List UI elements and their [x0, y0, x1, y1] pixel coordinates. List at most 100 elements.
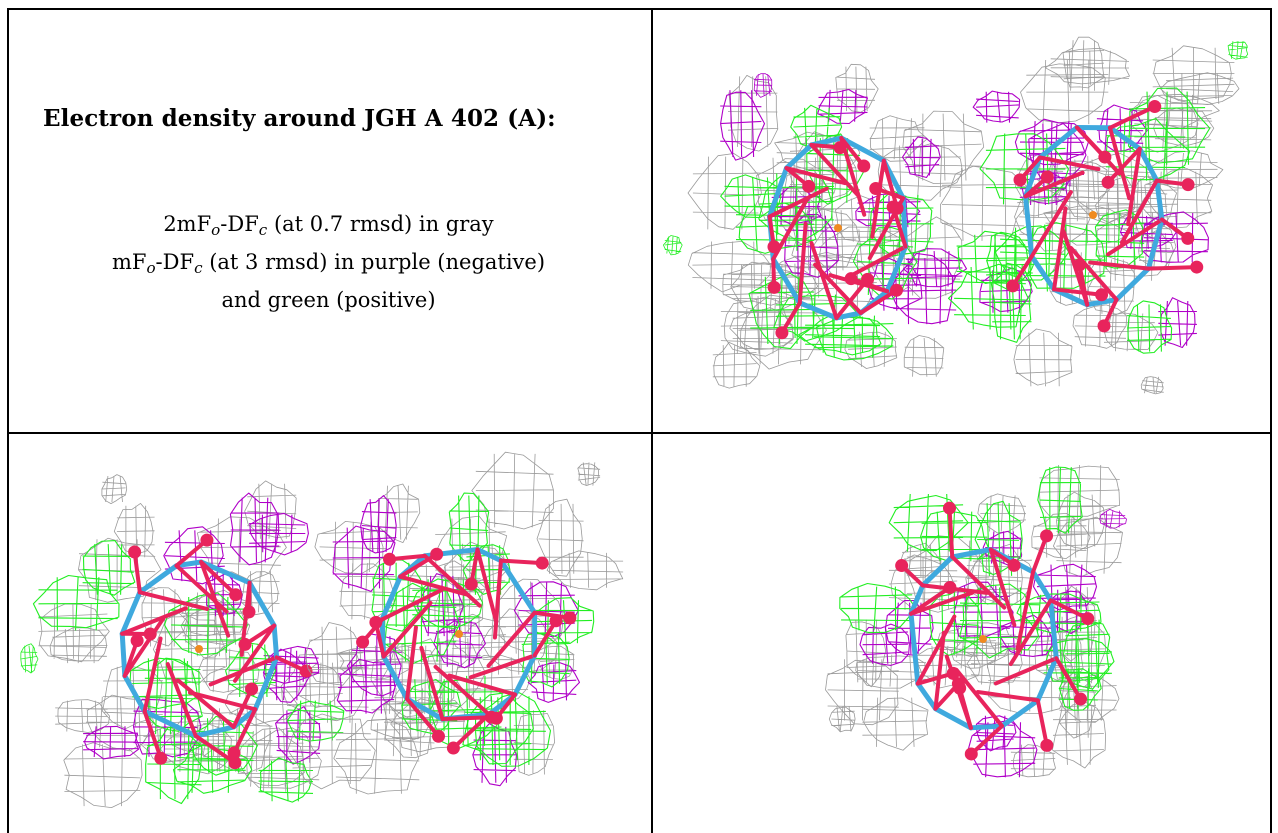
bottom-left-cluster-1-bond — [231, 686, 254, 729]
bottom-left-cluster-1-oxygen-atom — [228, 756, 242, 770]
bottom-left-cluster-2-mesh-2fofc — [377, 483, 421, 543]
bottom-right-cluster-mesh-positive — [1058, 668, 1102, 711]
top-right-cluster-2-bond — [1145, 217, 1165, 272]
bottom-left-cluster-1-mesh-2fofc — [49, 627, 107, 664]
top-right-cluster-2-bond — [1084, 297, 1119, 308]
top-right-cluster-1-bond — [809, 142, 861, 198]
bottom-right-cluster-bond — [1030, 569, 1054, 603]
top-right-cluster-1-oxygen-atom — [844, 272, 858, 286]
top-right-cluster-1-mesh-2fofc — [722, 261, 802, 306]
legend-2fofc: 2mFo-DFc (at 0.7 rmsd) in gray — [163, 212, 494, 239]
bottom-right-cluster-oxygen-atom — [1040, 529, 1054, 543]
bottom-right-cluster-bond — [909, 585, 952, 616]
bottom-left-cluster-1-bond — [232, 707, 258, 755]
top-right-cluster-2-oxygen-atom — [1095, 288, 1109, 302]
top-right-cluster-2-bond — [1022, 193, 1035, 259]
bottom-left-cluster-2-mesh-2fofc — [339, 563, 396, 620]
top-right-cluster-2-oxygen-atom — [1190, 260, 1204, 274]
bottom-left-cluster-1-bond — [193, 724, 237, 739]
bottom-left-cluster-1-oxygen-atom — [200, 533, 214, 547]
bottom-right-cluster-mesh-negative — [859, 623, 910, 666]
figure-title: Electron density around JGH A 402 (A): — [43, 105, 556, 132]
bottom-left-cluster-2-mesh-negative — [336, 658, 396, 714]
bottom-left-cluster-1-bond — [198, 559, 253, 586]
top-right-cluster-1-mesh-2fofc — [712, 342, 761, 389]
bottom-right-cluster-oxygen-atom — [943, 501, 957, 515]
bottom-left-cluster-1-bond — [142, 709, 163, 761]
top-right-stray-mesh — [1227, 41, 1249, 60]
bottom-left-cluster-2-mesh-2fofc — [471, 451, 554, 530]
top-right-cluster-1-mesh-2fofc — [835, 63, 879, 113]
bottom-left-cluster-2-bond — [422, 553, 482, 608]
bottom-right-stray-mesh — [1099, 509, 1127, 529]
top-right-cluster-1-oxygen-atom — [802, 179, 816, 193]
bottom-left-cluster-1-mesh-2fofc — [113, 503, 155, 558]
bottom-right-cluster-bond — [950, 554, 1007, 610]
bottom-right-cluster-oxygen-atom — [946, 666, 960, 680]
bottom-left-cluster-1-oxygen-atom — [130, 634, 144, 648]
bottom-left-cluster-2-mesh-2fofc — [481, 608, 559, 675]
top-right-stray-mesh — [663, 235, 683, 256]
bottom-right-cluster-bond — [915, 614, 957, 686]
bottom-left-cluster-2-mesh-negative — [360, 495, 397, 554]
bottom-left-cluster-2-oxygen-atom — [446, 741, 460, 755]
bottom-right-cluster-bond — [1048, 597, 1059, 661]
bottom-left-cluster-2-bond — [474, 546, 504, 564]
bottom-left-cluster-1-bond — [142, 636, 163, 714]
bottom-left-cluster-2-bond — [398, 552, 439, 579]
bottom-right-cluster-bond — [999, 697, 1041, 729]
bottom-left-cluster-1-bond — [119, 589, 143, 637]
bottom-left-cluster-1-bond — [122, 673, 148, 714]
top-right-cluster-2-mesh-negative — [1014, 118, 1089, 166]
top-right-cluster-1-center-atom — [834, 224, 842, 232]
bottom-right-cluster-mesh-negative — [982, 530, 1023, 566]
bottom-right-cluster-mesh-negative — [1046, 589, 1088, 635]
top-right-cluster-2-bond — [1068, 246, 1119, 302]
bottom-right-cluster-oxygen-atom — [1007, 558, 1021, 572]
top-right-cluster-2-mesh-2fofc — [1014, 179, 1091, 252]
bottom-left-cluster-2-bond — [512, 652, 538, 698]
top-right-cluster-2-mesh-positive — [1127, 87, 1211, 165]
top-right-cluster-2-bond — [1137, 146, 1160, 184]
bottom-right-cluster-bond — [1008, 598, 1053, 667]
bottom-left-cluster-1-bond — [132, 549, 142, 595]
bottom-left-cluster-1-mesh-2fofc — [153, 611, 227, 685]
bottom-left-cluster-2-bond — [440, 715, 494, 722]
top-right-cluster-2-mesh-negative — [1158, 297, 1197, 349]
table-border-right — [1270, 8, 1272, 833]
top-right-cluster-2-bond — [1126, 146, 1142, 227]
bottom-left-cluster-2-oxygen-atom — [563, 611, 577, 625]
top-right-cluster-2-oxygen-atom — [1097, 319, 1111, 333]
top-right-cluster-1-bond — [767, 165, 789, 220]
bottom-right-cluster-bond — [947, 506, 955, 559]
bottom-left-cluster-1-oxygen-atom — [143, 627, 157, 641]
bottom-left-cluster-1-bond — [271, 623, 280, 660]
bottom-right-cluster-bond — [932, 706, 974, 731]
bottom-left-cluster-2-oxygen-atom — [535, 556, 549, 570]
bottom-right-cluster-mesh-positive — [929, 587, 983, 656]
top-right-cluster-1-oxygen-atom — [767, 240, 781, 254]
top-right-cluster-2-bond — [1154, 178, 1165, 223]
bottom-right-cluster-bond — [975, 689, 1040, 703]
bottom-left-cluster-2-center-atom — [455, 630, 463, 638]
bottom-left-cluster-1-bond — [199, 560, 231, 638]
bottom-left-cluster-2-bond — [433, 664, 491, 717]
top-right-cluster-1-bond — [884, 244, 909, 294]
bottom-left-cluster-2-oxygen-atom — [431, 729, 445, 743]
bottom-right-cluster-mesh-2fofc — [1056, 491, 1106, 550]
top-right-cluster-2-bond — [1052, 206, 1068, 292]
top-right-cluster-2-mesh-positive — [979, 133, 1069, 205]
bottom-left-cluster-1-bond — [174, 559, 204, 569]
bottom-left-cluster-1-bond — [119, 631, 128, 679]
bottom-right-cluster-mesh-2fofc — [825, 659, 899, 726]
top-right-cluster-1-bond — [881, 158, 900, 211]
bottom-left-cluster-2-bond — [379, 574, 403, 622]
top-right-cluster-1-bond — [900, 195, 909, 250]
bottom-right-cluster-mesh-2fofc — [906, 535, 994, 613]
top-right-cluster-2-mesh-positive — [986, 231, 1029, 292]
bottom-right-cluster-mesh-2fofc — [966, 642, 1023, 685]
density-render-bottom-right — [825, 464, 1127, 778]
top-right-cluster-2-mesh-2fofc — [1013, 328, 1073, 387]
top-right-cluster-1-mesh-negative — [901, 136, 941, 179]
table-border-top — [7, 8, 1271, 10]
